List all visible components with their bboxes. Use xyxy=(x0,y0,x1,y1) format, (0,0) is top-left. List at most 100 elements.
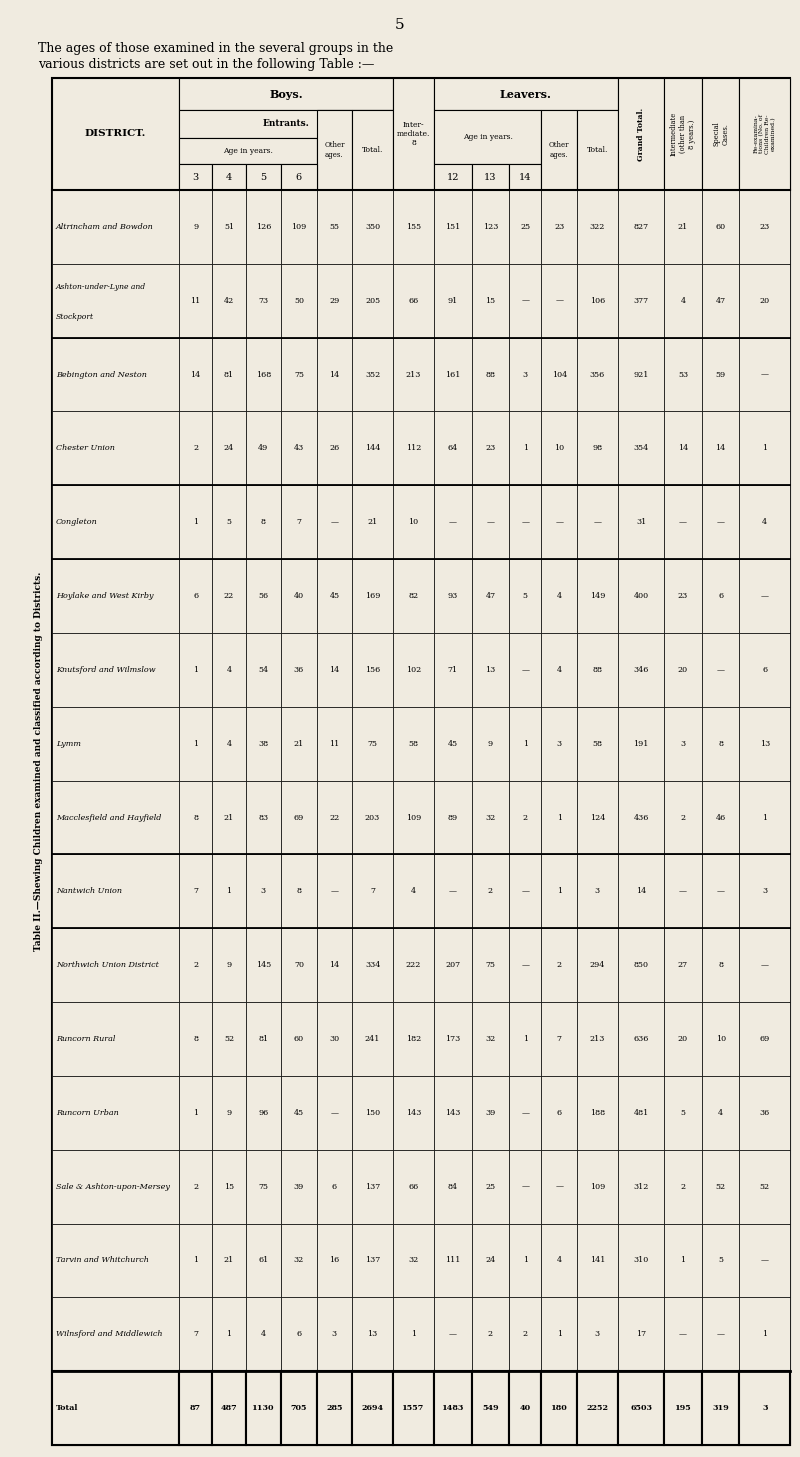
Text: 20: 20 xyxy=(678,666,688,673)
Bar xyxy=(212,485,246,559)
Text: 827: 827 xyxy=(634,223,649,230)
Text: 3: 3 xyxy=(762,1405,767,1412)
Text: Age in years.: Age in years. xyxy=(223,147,273,154)
Text: 14: 14 xyxy=(519,172,532,182)
Bar xyxy=(179,165,212,189)
Bar xyxy=(352,559,393,632)
Text: 82: 82 xyxy=(409,592,418,600)
Text: 3: 3 xyxy=(595,887,600,895)
Bar xyxy=(618,79,664,189)
Text: —: — xyxy=(761,1256,769,1265)
Text: 13: 13 xyxy=(486,666,495,673)
Bar xyxy=(577,1002,618,1075)
Bar xyxy=(471,707,510,781)
Bar xyxy=(393,189,434,264)
Text: 93: 93 xyxy=(448,592,458,600)
Text: 8: 8 xyxy=(718,962,723,969)
Bar xyxy=(393,338,434,411)
Text: Other
ages.: Other ages. xyxy=(324,141,345,159)
Bar xyxy=(471,1150,510,1224)
Text: —: — xyxy=(717,1330,725,1339)
Text: 285: 285 xyxy=(326,1405,342,1412)
Text: 21: 21 xyxy=(224,813,234,822)
Text: 6: 6 xyxy=(296,1330,302,1339)
Text: Boys.: Boys. xyxy=(269,89,302,99)
Bar xyxy=(434,165,471,189)
Bar xyxy=(702,1371,739,1445)
Bar xyxy=(739,1150,790,1224)
Bar xyxy=(664,707,702,781)
Text: 55: 55 xyxy=(330,223,339,230)
Bar xyxy=(317,559,352,632)
Text: 2: 2 xyxy=(193,1183,198,1190)
Text: —: — xyxy=(555,297,563,305)
Text: 400: 400 xyxy=(634,592,649,600)
Bar xyxy=(246,264,281,338)
Bar xyxy=(52,1224,179,1297)
Bar xyxy=(739,338,790,411)
Text: 106: 106 xyxy=(590,297,605,305)
Bar xyxy=(618,1371,664,1445)
Text: 75: 75 xyxy=(486,962,495,969)
Text: 25: 25 xyxy=(520,223,530,230)
Text: 10: 10 xyxy=(715,1034,726,1043)
Text: 123: 123 xyxy=(482,223,498,230)
Text: 180: 180 xyxy=(551,1405,568,1412)
Text: —: — xyxy=(330,887,338,895)
Text: 5: 5 xyxy=(226,519,231,526)
Bar xyxy=(542,1297,577,1371)
Bar xyxy=(281,1075,317,1150)
Text: 69: 69 xyxy=(759,1034,770,1043)
Text: Nantwich Union: Nantwich Union xyxy=(56,887,122,895)
Bar xyxy=(542,1150,577,1224)
Text: Re-examina-
tions (No. of
Children Re-
examined.): Re-examina- tions (No. of Children Re- e… xyxy=(754,114,776,154)
Text: 21: 21 xyxy=(224,1256,234,1265)
Bar xyxy=(281,1002,317,1075)
Bar xyxy=(317,854,352,928)
Bar xyxy=(739,411,790,485)
Bar xyxy=(179,485,212,559)
Text: 64: 64 xyxy=(448,444,458,452)
Text: 10: 10 xyxy=(554,444,564,452)
Text: 205: 205 xyxy=(365,297,380,305)
Bar xyxy=(542,707,577,781)
Text: 9: 9 xyxy=(193,223,198,230)
Text: 2694: 2694 xyxy=(362,1405,384,1412)
Text: 49: 49 xyxy=(258,444,269,452)
Text: 87: 87 xyxy=(190,1405,201,1412)
Bar xyxy=(664,928,702,1002)
Bar xyxy=(179,1297,212,1371)
Text: —: — xyxy=(717,519,725,526)
Bar xyxy=(542,485,577,559)
Text: 8: 8 xyxy=(193,1034,198,1043)
Text: 109: 109 xyxy=(406,813,421,822)
Text: 6: 6 xyxy=(557,1109,562,1118)
Bar xyxy=(52,411,179,485)
Text: —: — xyxy=(522,666,530,673)
Bar xyxy=(510,1075,542,1150)
Bar xyxy=(179,1371,212,1445)
Text: 636: 636 xyxy=(634,1034,649,1043)
Bar xyxy=(664,781,702,854)
Text: 921: 921 xyxy=(634,370,649,379)
Text: 241: 241 xyxy=(365,1034,380,1043)
Bar xyxy=(739,264,790,338)
Text: 1: 1 xyxy=(193,666,198,673)
Bar xyxy=(281,559,317,632)
Text: Grand Total.: Grand Total. xyxy=(637,108,645,160)
Text: Runcorn Rural: Runcorn Rural xyxy=(56,1034,115,1043)
Text: Hoylake and West Kirby: Hoylake and West Kirby xyxy=(56,592,154,600)
Bar xyxy=(246,165,281,189)
Text: 352: 352 xyxy=(365,370,380,379)
Bar xyxy=(393,854,434,928)
Bar xyxy=(510,781,542,854)
Text: 23: 23 xyxy=(554,223,564,230)
Bar xyxy=(352,781,393,854)
Text: 173: 173 xyxy=(445,1034,460,1043)
Bar xyxy=(352,928,393,1002)
Bar xyxy=(664,264,702,338)
Bar xyxy=(317,1297,352,1371)
Bar xyxy=(212,189,246,264)
Text: 96: 96 xyxy=(258,1109,269,1118)
Text: 36: 36 xyxy=(759,1109,770,1118)
